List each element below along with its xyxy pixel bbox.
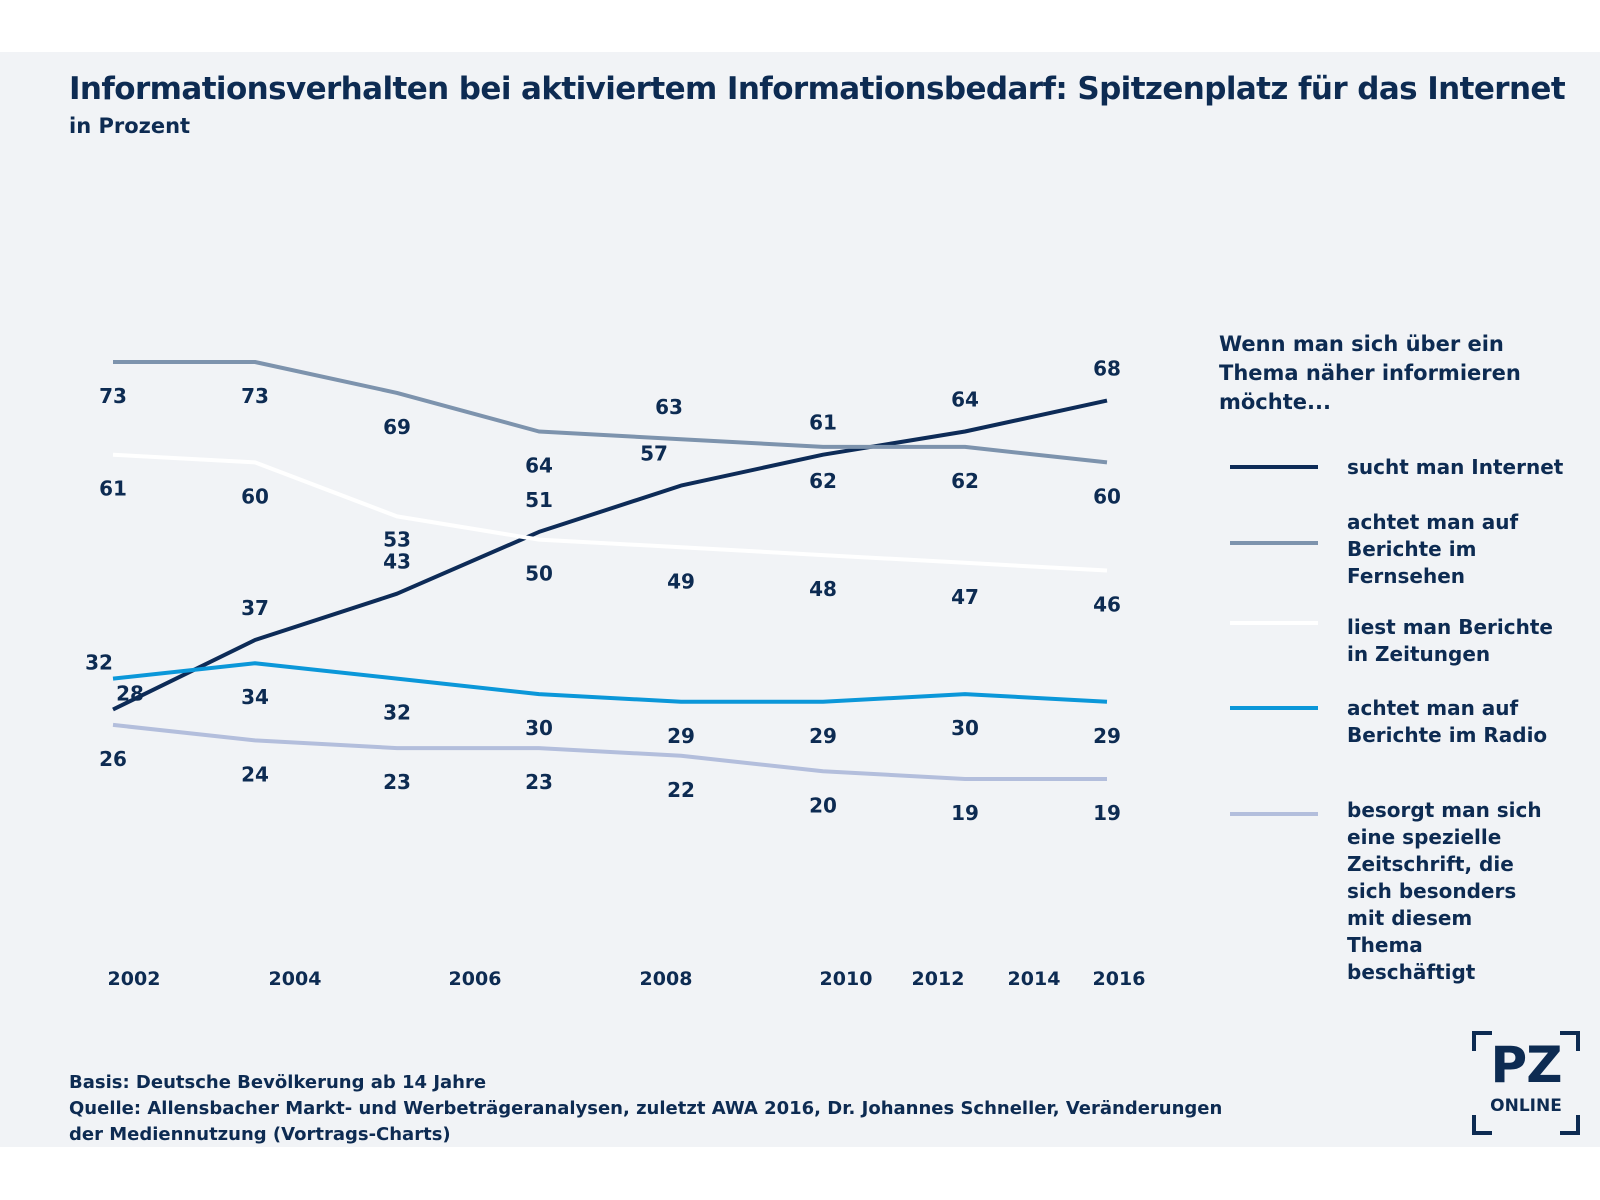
- data-label: 61: [809, 411, 837, 435]
- data-label: 30: [525, 716, 553, 740]
- series-line-4: [112, 722, 1107, 781]
- legend-swatch-radio: [1230, 706, 1318, 710]
- data-label: 49: [667, 569, 695, 593]
- chart-panel: [0, 52, 1600, 1147]
- series-line-3: [112, 661, 1108, 704]
- data-label: 28: [116, 682, 144, 706]
- legend-label-zeitungen: liest man Berichte in Zeitungen: [1347, 615, 1553, 666]
- pz-online-logo: PZ ONLINE: [1472, 1031, 1580, 1135]
- legend-swatch-internet: [1230, 465, 1318, 469]
- data-label: 19: [951, 801, 979, 825]
- footer-source: Quelle: Allensbacher Markt- und Werbeträ…: [69, 1098, 1223, 1145]
- series-line-2: [112, 452, 1108, 573]
- logo-text-sub: ONLINE: [1490, 1096, 1562, 1116]
- data-label: 68: [1093, 357, 1121, 381]
- legend-label-fernsehen: achtet man auf Berichte im Fernsehen: [1347, 510, 1519, 588]
- data-label: 20: [809, 793, 837, 817]
- x-tick-label: 2010: [820, 968, 873, 990]
- data-label: 46: [1093, 593, 1121, 617]
- data-label: 23: [525, 770, 553, 794]
- data-label: 63: [655, 395, 683, 419]
- data-label: 37: [241, 596, 269, 620]
- data-label: 24: [241, 762, 269, 786]
- legend-swatch-zeitschrift: [1230, 812, 1318, 816]
- data-label: 64: [951, 388, 979, 412]
- x-tick-label: 2016: [1093, 968, 1146, 990]
- x-tick-label: 2008: [640, 968, 693, 990]
- data-label: 29: [809, 724, 837, 748]
- logo-corner: [1560, 1031, 1580, 1051]
- data-label: 23: [383, 770, 411, 794]
- series-line-0: [112, 398, 1108, 712]
- chart-title: Informationsverhalten bei aktiviertem In…: [69, 71, 1566, 107]
- x-tick-label: 2014: [1008, 968, 1061, 990]
- data-label: 50: [525, 562, 553, 586]
- logo-corner: [1472, 1031, 1492, 1051]
- x-tick-label: 2012: [912, 968, 965, 990]
- series-line-1: [113, 360, 1108, 465]
- footer: Basis: Deutsche Bevölkerung ab 14 Jahre …: [69, 1070, 1249, 1148]
- data-label: 22: [667, 778, 695, 802]
- data-label: 60: [1093, 484, 1121, 508]
- legend-swatch-zeitungen: [1230, 621, 1318, 625]
- legend-label-internet: sucht man Internet: [1347, 455, 1564, 479]
- data-label: 69: [383, 415, 411, 439]
- x-tick-label: 2002: [108, 968, 161, 990]
- data-label: 30: [951, 716, 979, 740]
- data-label: 73: [241, 384, 269, 408]
- logo-corner: [1560, 1115, 1580, 1135]
- data-label: 64: [525, 454, 553, 478]
- data-label: 29: [1093, 724, 1121, 748]
- data-label: 73: [99, 384, 127, 408]
- chart-subtitle: in Prozent: [69, 114, 191, 138]
- data-label: 57: [640, 442, 668, 466]
- data-label: 48: [809, 577, 837, 601]
- x-tick-label: 2006: [449, 968, 502, 990]
- data-label: 32: [85, 651, 113, 675]
- legend-swatch-fernsehen: [1230, 541, 1318, 545]
- data-label: 34: [241, 685, 269, 709]
- data-label: 43: [383, 550, 411, 574]
- data-label: 19: [1093, 801, 1121, 825]
- legend-label-zeitschrift: besorgt man sich eine spezielle Zeitschr…: [1347, 798, 1542, 984]
- data-label: 60: [241, 484, 269, 508]
- data-label: 62: [809, 469, 837, 493]
- data-label: 29: [667, 724, 695, 748]
- data-label: 61: [99, 477, 127, 501]
- data-label: 47: [951, 585, 979, 609]
- data-label: 53: [383, 527, 411, 551]
- data-label: 62: [951, 469, 979, 493]
- data-label: 26: [99, 747, 127, 771]
- data-label: 32: [383, 701, 411, 725]
- x-tick-label: 2004: [269, 968, 322, 990]
- legend-label-radio: achtet man auf Berichte im Radio: [1347, 696, 1548, 747]
- data-label: 51: [525, 488, 553, 512]
- logo-text-main: PZ: [1490, 1036, 1563, 1094]
- footer-basis: Basis: Deutsche Bevölkerung ab 14 Jahre: [69, 1072, 487, 1093]
- logo-corner: [1472, 1115, 1492, 1135]
- legend-heading: Wenn man sich über ein Thema näher infor…: [1219, 332, 1521, 414]
